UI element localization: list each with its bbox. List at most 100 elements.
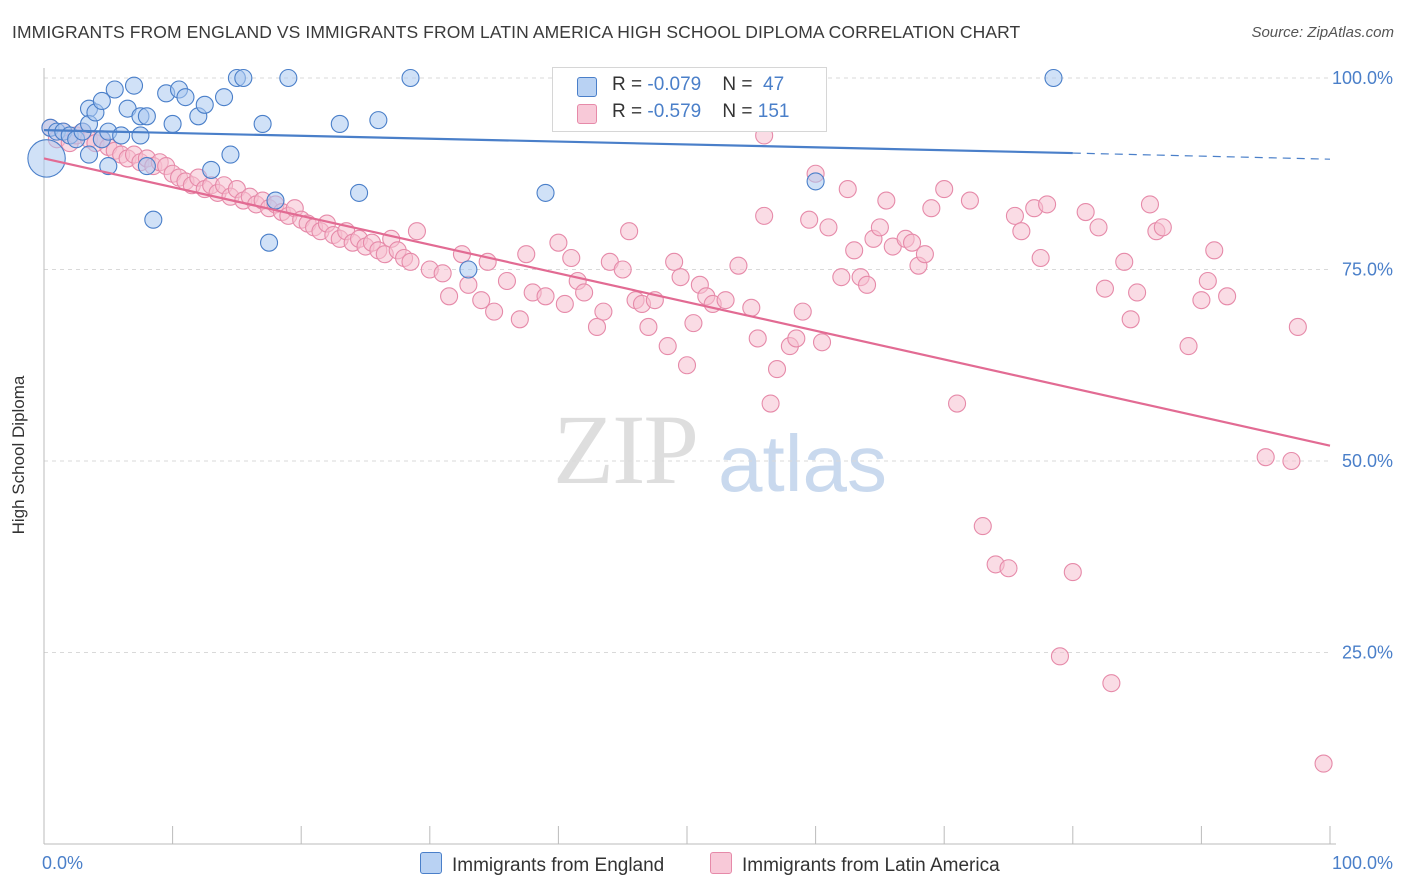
data-point-england — [176, 88, 195, 107]
data-point-latin — [401, 252, 420, 271]
data-point-latin — [1140, 195, 1160, 214]
data-point-latin — [459, 275, 478, 294]
legend-n-value-england: 47 — [763, 74, 785, 95]
data-point-latin — [1121, 310, 1140, 329]
data-point-latin — [761, 394, 780, 413]
data-point-england — [214, 88, 234, 107]
data-point-latin — [440, 287, 459, 306]
legend-n-label: N = — [722, 74, 758, 95]
data-point-england — [92, 91, 111, 111]
data-point-england — [1044, 68, 1063, 88]
data-point-latin — [729, 256, 748, 275]
data-point-latin — [832, 268, 851, 287]
data-point-latin — [658, 337, 677, 356]
data-point-latin — [555, 294, 574, 314]
data-point-england — [105, 80, 124, 99]
bottom-legend-swatch-latin — [710, 852, 732, 874]
data-point-latin — [838, 180, 857, 199]
data-point-latin — [1314, 754, 1333, 773]
data-point-latin — [1128, 283, 1147, 302]
data-point-latin — [1205, 241, 1224, 260]
data-point-latin — [510, 310, 529, 329]
data-point-latin — [639, 317, 658, 337]
data-point-latin — [877, 191, 896, 210]
data-point-latin — [1192, 291, 1211, 310]
data-point-latin — [407, 222, 426, 241]
data-point-england — [144, 210, 163, 229]
data-point-latin — [1005, 206, 1024, 225]
data-point-latin — [517, 245, 536, 264]
data-point-latin — [973, 517, 992, 536]
data-point-latin — [922, 199, 941, 218]
data-point-latin — [1102, 674, 1121, 693]
data-point-latin — [902, 233, 922, 252]
data-point-latin — [677, 356, 697, 375]
data-point-latin — [1256, 448, 1275, 467]
x-tick-label-min: 0.0% — [42, 853, 83, 873]
data-point-england — [806, 172, 825, 191]
data-point-england — [195, 95, 214, 114]
bottom-legend-england: Immigrants from England — [420, 852, 664, 877]
axes — [43, 68, 1336, 845]
y-axis-label: High School Diploma — [9, 375, 28, 535]
data-point-latin — [1050, 647, 1069, 666]
data-point-latin — [1153, 218, 1172, 237]
y-tick-label: 75.0% — [1342, 260, 1393, 280]
data-point-latin — [742, 298, 761, 317]
data-point-england — [369, 111, 388, 130]
data-point-latin — [1282, 451, 1301, 471]
data-point-latin — [819, 218, 838, 237]
watermark-zip: ZIP — [553, 394, 699, 505]
data-point-england — [163, 114, 182, 134]
data-point-latin — [575, 283, 594, 302]
watermark-atlas: atlas — [718, 419, 887, 508]
bottom-legend-label-latin: Immigrants from Latin America — [742, 855, 1000, 876]
data-point-england — [221, 145, 240, 164]
data-point-latin — [716, 291, 735, 310]
chart-title: IMMIGRANTS FROM ENGLAND VS IMMIGRANTS FR… — [12, 22, 1021, 42]
legend-n-label: N = — [722, 101, 758, 122]
data-point-latin — [812, 333, 832, 352]
data-point-latin — [793, 302, 812, 321]
data-point-england — [79, 145, 99, 164]
data-point-latin — [845, 241, 864, 260]
data-point-england — [124, 76, 144, 95]
legend-r-label: R = — [612, 74, 648, 95]
data-point-latin — [1089, 218, 1108, 237]
data-point-latin — [1115, 252, 1134, 271]
trend-line-england — [43, 128, 1073, 155]
data-point-latin — [857, 275, 877, 294]
data-point-latin — [960, 191, 979, 210]
data-point-latin — [1179, 337, 1198, 356]
data-point-latin — [684, 314, 703, 333]
data-point-england — [350, 183, 369, 202]
data-point-latin — [1031, 248, 1050, 268]
data-point-latin — [562, 248, 581, 268]
data-point-latin — [1288, 317, 1307, 337]
data-point-latin — [1198, 271, 1217, 291]
data-point-latin — [472, 291, 491, 310]
data-point-latin — [433, 264, 452, 283]
data-point-england — [401, 68, 420, 88]
legend-swatch-england — [577, 77, 597, 97]
data-point-england — [234, 68, 253, 88]
data-point-latin — [485, 302, 504, 321]
data-point-latin — [1076, 203, 1095, 222]
legend-r-value-latin: -0.579 — [647, 101, 702, 122]
data-point-england — [266, 191, 285, 210]
data-point-latin — [671, 268, 690, 287]
data-point-latin — [1038, 195, 1057, 214]
tick-labels: 100.0% 75.0% 50.0% 25.0% 0.0% 100.0% — [42, 68, 1393, 873]
data-point-latin — [787, 329, 806, 348]
legend-r-label: R = — [612, 101, 648, 122]
trend-lines — [43, 128, 1331, 447]
x-tick-label-max: 100.0% — [1332, 853, 1393, 873]
bottom-legend-label-england: Immigrants from England — [452, 855, 665, 876]
data-point-england — [99, 157, 118, 176]
data-point-england — [279, 68, 298, 88]
data-point-latin — [587, 317, 607, 337]
data-point-latin — [594, 302, 613, 321]
y-tick-label: 100.0% — [1332, 68, 1393, 88]
data-point-england — [202, 160, 221, 179]
